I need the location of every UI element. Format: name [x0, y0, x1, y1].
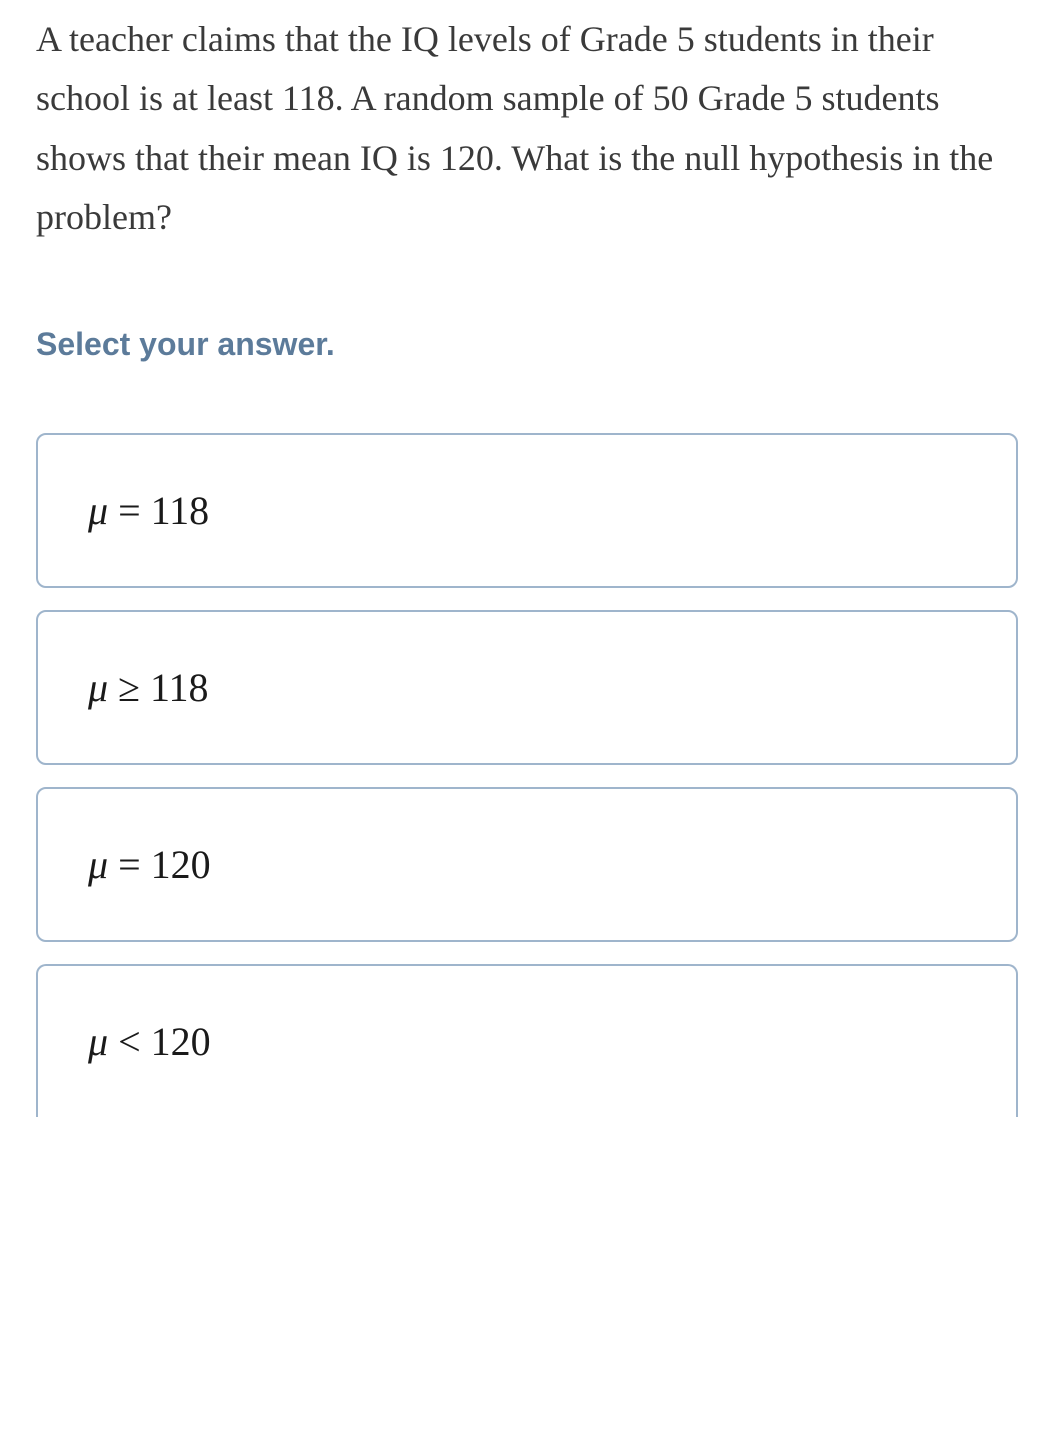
mu-symbol: μ	[88, 488, 108, 533]
option-2[interactable]: μ ≥ 118	[36, 610, 1018, 765]
mu-symbol: μ	[88, 1019, 108, 1064]
question-text: A teacher claims that the IQ levels of G…	[36, 10, 1018, 248]
value: 118	[150, 665, 209, 710]
option-2-text: μ ≥ 118	[88, 665, 209, 710]
value: 118	[151, 488, 210, 533]
mu-symbol: μ	[88, 842, 108, 887]
op-symbol: =	[118, 488, 141, 533]
option-4[interactable]: μ < 120	[36, 964, 1018, 1117]
value: 120	[151, 842, 211, 887]
options-list: μ = 118 μ ≥ 118 μ = 120 μ < 120	[36, 433, 1018, 1117]
option-1-text: μ = 118	[88, 488, 209, 533]
instruction-text: Select your answer.	[36, 326, 1018, 363]
value: 120	[151, 1019, 211, 1064]
option-1[interactable]: μ = 118	[36, 433, 1018, 588]
option-3-text: μ = 120	[88, 842, 211, 887]
mu-symbol: μ	[88, 665, 108, 710]
option-4-text: μ < 120	[88, 1019, 211, 1064]
option-3[interactable]: μ = 120	[36, 787, 1018, 942]
quiz-container: A teacher claims that the IQ levels of G…	[0, 0, 1054, 1117]
op-symbol: <	[118, 1019, 141, 1064]
op-symbol: =	[118, 842, 141, 887]
op-symbol: ≥	[118, 665, 140, 710]
